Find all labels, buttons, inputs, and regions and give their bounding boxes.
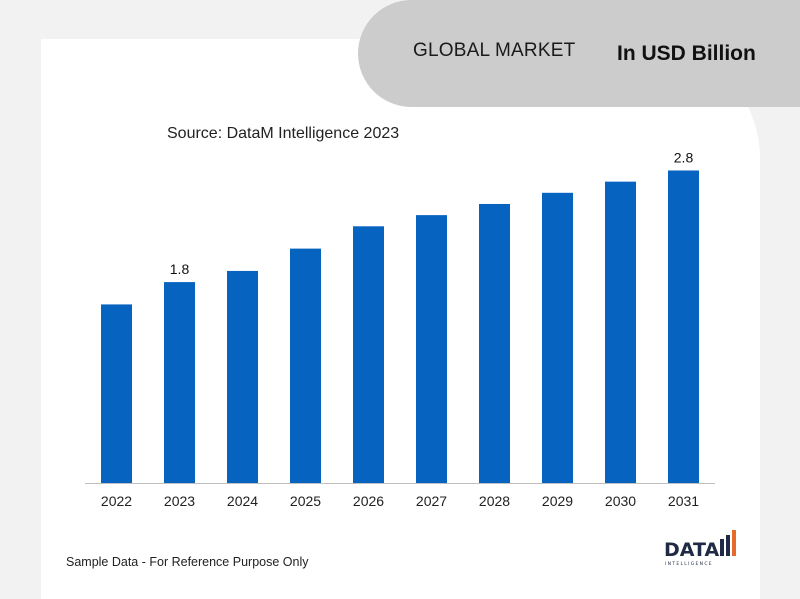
bar-2031: [668, 170, 699, 483]
logo-wordmark: DATA: [664, 539, 719, 561]
x-tick-2025: 2025: [290, 493, 321, 509]
bar-2025: [290, 248, 321, 483]
bar-2024: [227, 270, 258, 483]
bar-2022: [101, 304, 132, 483]
logo-subtext: INTELLIGENCE: [665, 561, 713, 567]
header-banner: [358, 0, 800, 107]
logo-bar-2: [726, 535, 730, 556]
source-caption: Source: DataM Intelligence 2023: [167, 125, 400, 142]
content-panel: [41, 39, 760, 599]
logo-bar-1: [720, 539, 724, 556]
datam-logo: DATA INTELLIGENCE: [664, 530, 736, 567]
x-tick-2023: 2023: [164, 493, 195, 509]
bar-2027: [416, 215, 447, 483]
footnote: Sample Data - For Reference Purpose Only: [66, 555, 309, 569]
bar-2023: [164, 282, 195, 483]
x-tick-2028: 2028: [479, 493, 510, 509]
x-tick-2026: 2026: [353, 493, 384, 509]
bar-2029: [542, 192, 573, 483]
x-tick-2024: 2024: [227, 493, 258, 509]
unit-label: In USD Billion: [617, 42, 756, 65]
bar-2026: [353, 226, 384, 483]
x-tick-2029: 2029: [542, 493, 573, 509]
market-title: GLOBAL MARKET: [413, 40, 576, 61]
bar-2028: [479, 203, 510, 483]
bar-2030: [605, 181, 636, 484]
data-label-2023: 1.8: [170, 261, 190, 277]
x-tick-2030: 2030: [605, 493, 636, 509]
x-tick-2022: 2022: [101, 493, 132, 509]
data-label-2031: 2.8: [674, 149, 694, 165]
x-tick-labels: 2022 2023 2024 2025 2026 2027 2028 2029 2030 2031: [101, 493, 699, 509]
x-tick-2027: 2027: [416, 493, 447, 509]
bars-group: [101, 170, 699, 484]
data-labels: 1.8 2.8: [170, 149, 694, 277]
logo-bar-3: [732, 530, 736, 556]
x-tick-2031: 2031: [668, 493, 699, 509]
